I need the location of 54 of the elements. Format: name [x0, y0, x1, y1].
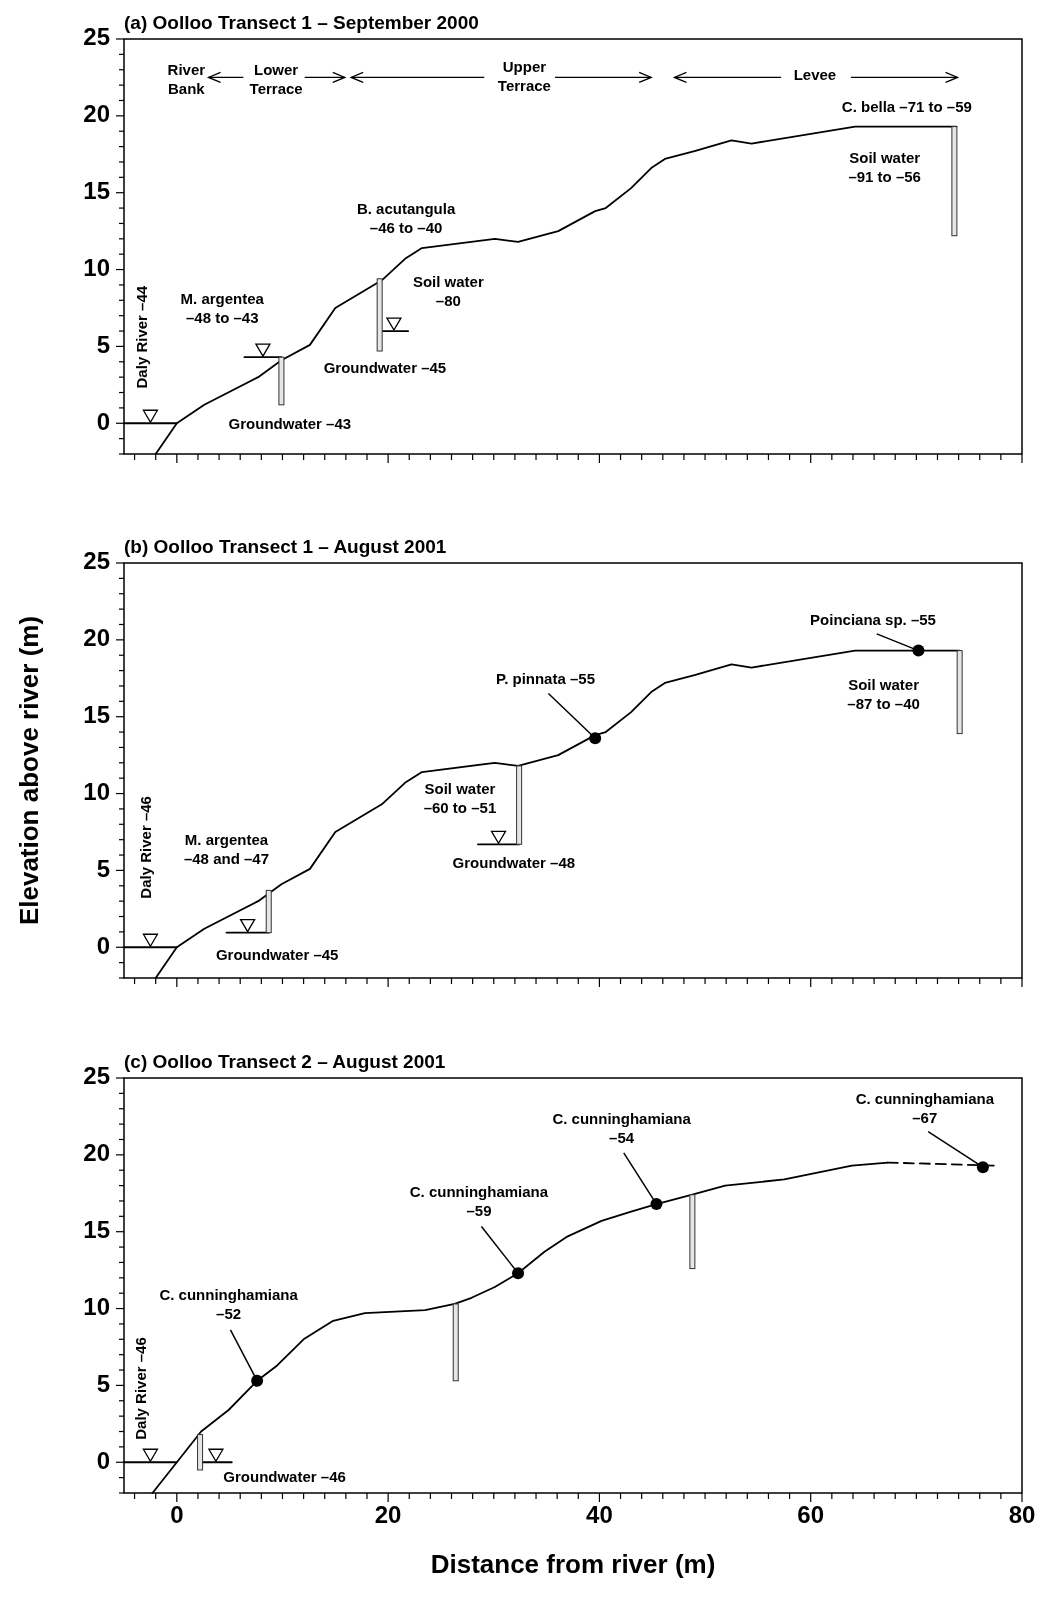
x-tick-label: 0	[170, 1501, 184, 1528]
y-tick-label: 5	[96, 854, 110, 882]
annotation: M. argentea –48 and –47	[183, 831, 270, 868]
annotation: Groundwater –43	[228, 414, 352, 432]
annotation: River Bank	[167, 61, 206, 98]
chart-title: (a) Oolloo Transect 1 – September 2000	[124, 12, 479, 33]
annotation: Soil water –87 to –40	[847, 675, 920, 712]
annotation: B. acutangula –46 to –40	[356, 199, 456, 236]
y-axis-title: Elevation above river (m)	[14, 615, 44, 926]
y-tick-label: 20	[83, 1139, 110, 1167]
annotation: Groundwater –46	[223, 1467, 346, 1485]
annotation: M. argentea –48 to –43	[180, 290, 265, 327]
annotation: Daly River –46	[137, 796, 155, 899]
y-tick-label: 15	[83, 177, 110, 205]
annotation: C. cunninghamiana –67	[855, 1089, 995, 1126]
y-tick-label: 25	[83, 547, 110, 575]
y-tick-label: 25	[83, 1062, 110, 1090]
annotation: Lower Terrace	[249, 61, 303, 98]
y-tick-label: 15	[83, 1216, 110, 1244]
y-tick-label: 0	[96, 931, 110, 959]
y-tick-label: 20	[83, 100, 110, 128]
y-tick-label: 10	[83, 777, 110, 805]
y-tick-label: 15	[83, 701, 110, 729]
y-tick-label: 10	[83, 253, 110, 281]
x-tick-label: 60	[797, 1501, 825, 1528]
chart-title: (c) Oolloo Transect 2 – August 2001	[124, 1051, 446, 1072]
y-tick-label: 20	[83, 624, 110, 652]
y-tick-label: 5	[96, 1369, 110, 1397]
x-axis-title: Distance from river (m)	[430, 1549, 716, 1579]
x-tick-label: 40	[586, 1501, 613, 1528]
annotation: Levee	[793, 65, 837, 83]
annotation: Daly River –44	[132, 285, 150, 389]
annotation: Soil water –60 to –51	[423, 780, 497, 817]
annotation: Upper Terrace	[497, 58, 551, 95]
annotation: Soil water –91 to –56	[848, 148, 921, 185]
y-tick-label: 0	[96, 1446, 110, 1474]
y-tick-label: 0	[96, 407, 110, 435]
annotation: Poinciana sp. –55	[810, 611, 936, 629]
annotation: Soil water –80	[412, 273, 484, 310]
annotation: C. cunninghamiana –59	[409, 1183, 549, 1220]
annotation: C. cunninghamiana –52	[159, 1286, 299, 1323]
chart-title: (b) Oolloo Transect 1 – August 2001	[124, 536, 447, 557]
y-tick-label: 10	[83, 1292, 110, 1320]
annotation: Groundwater –45	[215, 946, 339, 964]
x-tick-label: 20	[374, 1501, 402, 1528]
annotation: P. pinnata –55	[496, 669, 595, 687]
annotation: Groundwater –48	[452, 854, 576, 872]
annotation: Daly River –46	[131, 1337, 149, 1440]
y-tick-label: 25	[83, 23, 110, 51]
annotation: C. bella –71 to –59	[841, 98, 972, 116]
annotation: Groundwater –45	[323, 359, 447, 377]
annotation: C. cunninghamiana –54	[552, 1109, 692, 1146]
y-tick-label: 5	[96, 330, 110, 358]
x-tick-label: 80	[1008, 1501, 1036, 1528]
